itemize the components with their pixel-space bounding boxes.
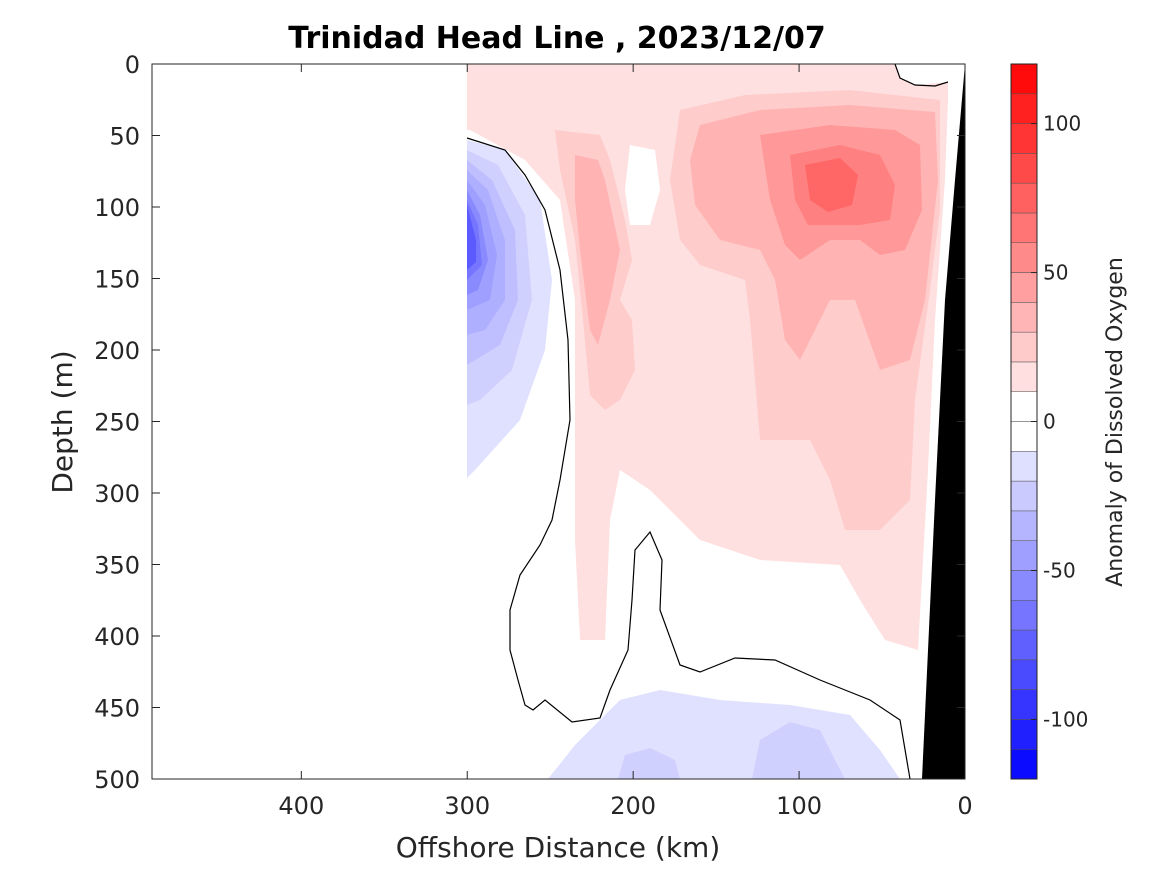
- x-tick-label: 100: [776, 792, 822, 820]
- bathymetry-shelf: [922, 64, 965, 779]
- x-axis-title: Offshore Distance (km): [396, 831, 721, 864]
- colorbar-segment: [1010, 153, 1038, 184]
- y-tick-label: 250: [94, 409, 140, 437]
- colorbar-tick-label: 100: [1043, 112, 1081, 136]
- chart-title: Trinidad Head Line , 2023/12/07: [288, 21, 825, 56]
- y-tick-label: 500: [94, 766, 140, 794]
- x-tick-label: 300: [444, 792, 490, 820]
- colorbar-segment: [1010, 748, 1038, 780]
- x-tick-label: 400: [278, 792, 324, 820]
- colorbar-segment: [1010, 570, 1038, 601]
- y-tick-label: 0: [125, 51, 140, 79]
- colorbar-segment: [1010, 391, 1038, 422]
- colorbar-segment: [1010, 540, 1038, 571]
- colorbar-segment: [1010, 331, 1038, 363]
- colorbar-segment: [1010, 600, 1038, 631]
- near-zero-pocket-mid: [625, 145, 660, 225]
- colorbar-segment: [1010, 719, 1038, 750]
- negative-anomaly-level-8: [467, 205, 476, 270]
- colorbar-segment: [1010, 63, 1038, 95]
- y-tick-label: 300: [94, 480, 140, 508]
- y-tick-label: 450: [94, 695, 140, 723]
- negative-anomaly-fields: [467, 140, 900, 779]
- near-zero-pockets: [625, 64, 960, 225]
- x-axis: 400 300 200 100 0: [278, 64, 973, 820]
- colorbar-tick-label: 0: [1043, 410, 1056, 434]
- colorbar-segment: [1010, 302, 1038, 333]
- y-tick-label: 150: [94, 266, 140, 294]
- y-axis: 0 50 100 150 200 250 300 350 400 450 500: [94, 51, 965, 794]
- colorbar: [1010, 63, 1038, 780]
- colorbar-segment: [1010, 212, 1038, 243]
- colorbar-segment: [1010, 480, 1038, 512]
- plot-area: [466, 64, 965, 779]
- x-tick-label: 200: [610, 792, 656, 820]
- zero-contour-line: [466, 64, 949, 779]
- zero-contour-main: [466, 137, 911, 779]
- colorbar-segment: [1010, 629, 1038, 661]
- zero-contour-surface: [894, 64, 949, 87]
- near-zero-pocket-surface: [895, 64, 960, 85]
- colorbar-tick-label: -50: [1043, 558, 1076, 582]
- colorbar-segment: [1010, 123, 1038, 154]
- colorbar-segment: [1010, 93, 1038, 124]
- negative-anomaly-deep-core-b: [752, 722, 845, 779]
- y-tick-label: 100: [94, 194, 140, 222]
- colorbar-segment: [1010, 659, 1038, 690]
- y-tick-label: 200: [94, 337, 140, 365]
- positive-anomaly-fields: [467, 64, 948, 650]
- colorbar-segment: [1010, 272, 1038, 303]
- negative-anomaly-deep-outer: [548, 690, 900, 779]
- colorbar-ticks: 100 50 0 -50 -100: [1031, 112, 1088, 731]
- y-tick-label: 400: [94, 623, 140, 651]
- colorbar-segment: [1010, 689, 1038, 720]
- y-tick-label: 350: [94, 552, 140, 580]
- colorbar-segment: [1010, 421, 1038, 452]
- colorbar-tick-label: 50: [1043, 261, 1068, 285]
- colorbar-segment: [1010, 361, 1038, 392]
- y-tick-label: 50: [109, 123, 140, 151]
- colorbar-segment: [1010, 510, 1038, 541]
- positive-anomaly-level-6: [805, 158, 858, 212]
- y-axis-title: Depth (m): [46, 350, 79, 493]
- x-tick-label: 0: [957, 792, 972, 820]
- colorbar-title: Anomaly of Dissolved Oxygen: [1103, 257, 1128, 587]
- colorbar-segment: [1010, 451, 1038, 482]
- colorbar-segment: [1010, 242, 1038, 273]
- colorbar-tick-label: -100: [1043, 707, 1088, 731]
- colorbar-segment: [1010, 182, 1038, 214]
